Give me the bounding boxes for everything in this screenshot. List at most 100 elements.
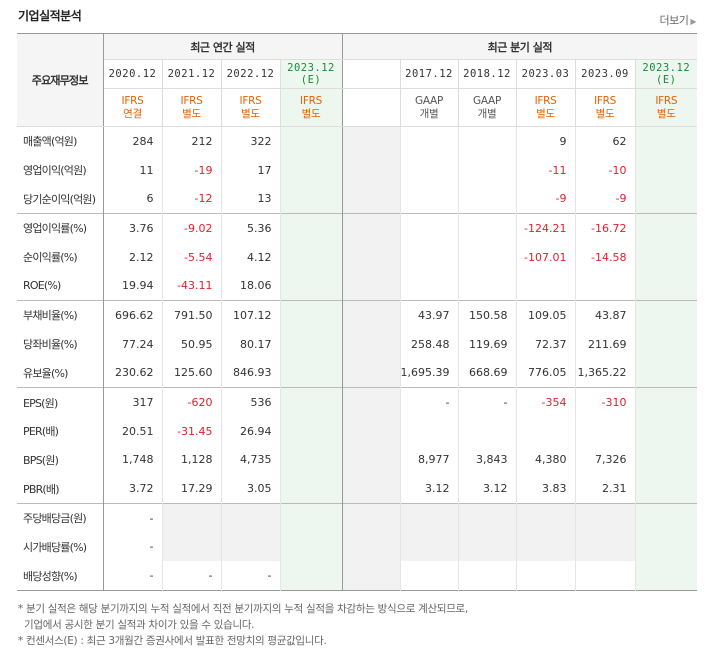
value-cell: 20.51 [102,416,162,446]
value-cell [634,387,698,417]
value-cell [161,502,221,533]
footnotes: * 분기 실적은 해당 분기까지의 누적 실적에서 직전 분기까지의 누적 실적… [18,601,468,649]
value-cell: 125.60 [161,358,221,388]
value-cell: -12 [161,184,221,214]
value-cell [279,474,343,504]
value-cell: 1,695.39 [399,358,459,388]
value-cell [634,126,698,156]
value-cell: 119.69 [457,329,517,359]
row-label: 시가배당률(%) [17,532,104,562]
value-cell: 18.06 [220,271,280,301]
chevron-right-icon: ▶ [690,17,696,26]
value-cell [279,561,343,591]
value-cell: 3,843 [457,445,517,475]
value-cell: - [161,561,221,591]
row-label: 유보율(%) [17,358,104,388]
accounting-standard: GAAP [473,94,501,107]
value-cell [457,271,517,301]
table-row: 주당배당금(원) - [17,502,698,533]
value-cell: 150.58 [457,300,517,330]
value-cell [457,126,517,156]
value-cell: -16.72 [574,213,636,243]
value-cell [634,474,698,504]
more-link[interactable]: 더보기 ▶ [659,12,696,28]
value-cell [634,502,698,533]
value-cell: -11 [515,155,576,185]
value-cell: 791.50 [161,300,221,330]
value-cell [279,387,343,417]
value-cell [341,184,401,214]
table-row: 당기순이익(억원) 6 -12 13 -9 -9 [17,184,698,214]
value-cell [634,213,698,243]
period-date-text: 2021.12 [167,68,216,80]
value-cell [341,502,401,533]
value-cell [279,416,343,446]
value-cell [457,184,517,214]
table-row: PER(배) 20.51 -31.45 26.94 [17,416,698,446]
accounting-standard: IFRS [534,94,557,107]
period-date: 2022.12 [220,59,280,89]
value-cell: 8,977 [399,445,459,475]
value-cell [279,184,343,214]
value-cell: 1,128 [161,445,221,475]
value-cell: 80.17 [220,329,280,359]
value-cell [634,155,698,185]
value-cell [399,242,459,272]
value-cell: 77.24 [102,329,162,359]
value-cell: 536 [220,387,280,417]
value-cell [634,271,698,301]
value-cell [279,300,343,330]
table-row: PBR(배) 3.72 17.29 3.05 3.12 3.12 3.83 2.31 [17,474,698,504]
period-standard: IFRS 연결 [102,88,162,127]
value-cell: - [102,532,162,562]
value-cell: -9 [515,184,576,214]
row-label: PBR(배) [17,474,104,504]
value-cell: - [102,502,162,533]
statement-type: 별도 [656,107,676,120]
row-label: EPS(원) [17,387,104,417]
value-cell: -10 [574,155,636,185]
row-label: 주당배당금(원) [17,502,104,533]
value-cell: -31.45 [161,416,221,446]
period-standard [341,88,401,127]
value-cell: 3.72 [102,474,162,504]
value-cell [341,155,401,185]
period-date: 2017.12 [399,59,459,89]
value-cell [634,561,698,591]
value-cell [574,502,636,533]
period-date [341,59,401,89]
value-cell [457,532,517,562]
period-date: 2023.12 (E) [279,59,343,89]
row-label: 배당성향(%) [17,561,104,591]
value-cell: 3.12 [399,474,459,504]
estimate-marker: (E) [300,74,322,86]
estimate-marker: (E) [656,74,677,86]
value-cell: 2.12 [102,242,162,272]
value-cell: 62 [574,126,636,156]
statement-type: 연결 [123,107,142,120]
value-cell: 4,735 [220,445,280,475]
value-cell [634,300,698,330]
value-cell: - [102,561,162,591]
footnote-1-cont: 기업에서 공시한 분기 실적과 차이가 있을 수 있습니다. [24,619,255,631]
value-cell: 5.36 [220,213,280,243]
value-cell [399,532,459,562]
row-header-title: 주요재무정보 [17,33,104,127]
period-standard: IFRS 별도 [574,88,636,127]
value-cell [399,126,459,156]
value-cell [279,358,343,388]
value-cell [574,271,636,301]
table-row: 부채비율(%) 696.62 791.50 107.12 43.97 150.58 109.… [17,300,698,330]
value-cell: 17.29 [161,474,221,504]
statement-type: 별도 [241,107,260,120]
row-label: 영업이익률(%) [17,213,104,243]
value-cell [515,416,576,446]
value-cell [634,184,698,214]
table-row: 당좌비율(%) 77.24 50.95 80.17 258.48 119.69 72.37 2… [17,329,698,359]
value-cell [279,502,343,533]
period-standard: IFRS 별도 [220,88,280,127]
value-cell [634,329,698,359]
value-cell [399,155,459,185]
value-cell: 13 [220,184,280,214]
accounting-standard: IFRS [594,94,616,107]
